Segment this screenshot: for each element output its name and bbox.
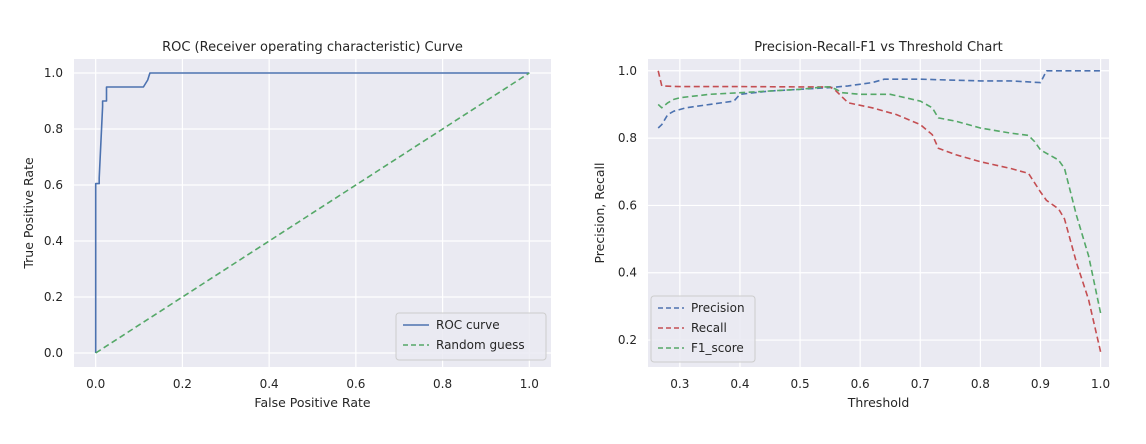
prf-gridlines [648,59,1109,367]
prf-series [657,70,1102,353]
roc-gridlines [74,59,551,367]
prf-y-axis-label: Precision, Recall [592,162,607,263]
prf-x-tick-label: 0.4 [730,377,749,391]
prf-x-tick-label: 1.0 [1091,377,1110,391]
prf-series-f1-score [657,86,1102,314]
prf-x-tick-label: 0.9 [1031,377,1050,391]
roc-y-tick-label: 0.4 [44,234,63,248]
prf-x-axis-label: Threshold [847,395,910,410]
roc-x-tick-label: 0.0 [86,377,105,391]
roc-x-tick-label: 0.4 [260,377,279,391]
roc-y-tick-label: 0.2 [44,290,63,304]
prf-chart-title: Precision-Recall-F1 vs Threshold Chart [754,40,1003,55]
prf-legend-box [650,295,756,363]
roc-series-random-guess [95,72,530,354]
roc-chart-title: ROC (Receiver operating characteristic) … [162,40,463,55]
prf-legend-label: Recall [691,321,727,335]
prf-legend-label: Precision [691,301,745,315]
prf-y-tick-label: 0.4 [618,266,637,280]
roc-x-tick-label: 0.2 [173,377,192,391]
prf-legend: Precision Recall F1_score [650,295,756,363]
prf-x-tick-label: 0.3 [670,377,689,391]
prf-x-tick-label: 0.8 [971,377,990,391]
prf-y-tick-label: 0.6 [618,198,637,212]
roc-y-tick-label: 0.6 [44,178,63,192]
roc-x-axis-label: False Positive Rate [254,395,370,410]
roc-chart: 0.0 0.2 0.4 0.6 0.8 1.0 0.0 0.2 0.4 0.6 0.8 1.0 ROC… [21,40,551,410]
prf-tick-labels: 0.3 0.4 0.5 0.6 0.7 0.8 0.9 1.0 0.2 0.4 0.6 0.8 1.0 [618,64,1110,391]
prf-x-tick-label: 0.5 [791,377,810,391]
roc-legend-label: Random guess [436,338,525,352]
roc-x-tick-label: 0.6 [346,377,365,391]
roc-tick-labels: 0.0 0.2 0.4 0.6 0.8 1.0 0.0 0.2 0.4 0.6 0.8 1.0 [44,66,539,391]
roc-legend-box [395,312,547,361]
prf-y-tick-label: 0.2 [618,333,637,347]
roc-x-tick-label: 0.8 [433,377,452,391]
roc-y-axis-label: True Positive Rate [21,157,36,270]
roc-y-tick-label: 0.0 [44,346,63,360]
roc-x-tick-label: 1.0 [520,377,539,391]
prf-y-tick-label: 1.0 [618,64,637,78]
roc-legend-label: ROC curve [436,318,500,332]
prf-legend-label: F1_score [691,341,744,355]
roc-y-tick-label: 1.0 [44,66,63,80]
roc-series-roc-curve [94,72,530,353]
prf-y-tick-label: 0.8 [618,131,637,145]
roc-series [94,72,530,354]
prf-threshold-chart: 0.3 0.4 0.5 0.6 0.7 0.8 0.9 1.00.20.40.60.81.0 … [592,40,1110,410]
roc-y-tick-label: 0.8 [44,122,63,136]
prf-series-recall [657,70,1102,353]
prf-x-tick-label: 0.6 [851,377,870,391]
prf-x-tick-label: 0.7 [911,377,930,391]
roc-legend: ROC curve Random guess [395,312,547,361]
